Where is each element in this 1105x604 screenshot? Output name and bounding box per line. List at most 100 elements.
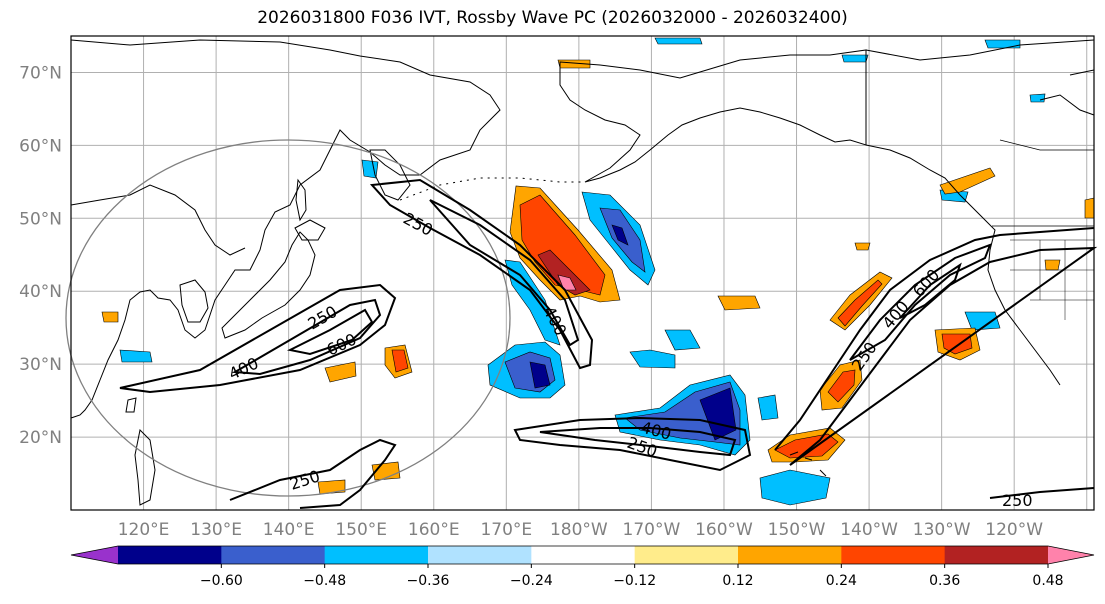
positive-anomaly-max — [537, 249, 591, 296]
negative-anomaly-central-peak — [529, 361, 551, 389]
latitude-label: 20°N — [19, 428, 62, 448]
colorbar-extend-min — [71, 546, 118, 564]
latitude-label: 60°N — [19, 136, 62, 156]
negative-anomaly-small-4 — [119, 349, 153, 363]
negative-anomaly-small-6 — [964, 311, 1001, 331]
coastline-hokkaido — [294, 219, 326, 241]
border-us-canada — [992, 139, 1094, 227]
negative-anomaly-small-2 — [664, 329, 701, 351]
ivt-contour-250-east — [774, 227, 1098, 466]
colorbar-tick-label: 0.48 — [1032, 573, 1063, 589]
latitude-label: 30°N — [19, 355, 62, 375]
colorbar: −0.60 −0.48 −0.36 −0.24 −0.12 0.12 0.24 0.36 0.4… — [70, 545, 1095, 589]
coastline-japan — [221, 231, 316, 339]
colorbar-segment — [428, 546, 532, 564]
ivt-label: 250 — [1002, 491, 1033, 510]
border-us-states — [1010, 239, 1094, 320]
ivt-contours — [119, 178, 1098, 509]
positive-anomaly-southeast-core — [827, 369, 856, 403]
colorbar-outline — [70, 545, 1095, 565]
coastline-hudson — [1039, 69, 1095, 116]
positive-anomaly-small-7 — [1044, 259, 1061, 271]
colorbar-segment — [531, 546, 636, 564]
longitude-labels: 120°E 130°E 140°E 150°E 160°E 170°E 180°W 170°W… — [118, 520, 1044, 540]
longitude-label: 120°W — [985, 520, 1043, 540]
latitude-label: 70°N — [19, 63, 62, 83]
latitude-label: 50°N — [19, 209, 62, 229]
longitude-label: 140°E — [263, 520, 315, 540]
ivt-contour-250-west — [119, 283, 397, 394]
latitude-label: 40°N — [19, 282, 62, 302]
ivt-contour-400-west — [231, 298, 382, 376]
longitude-label: 120°E — [118, 520, 170, 540]
colorbar-segment — [221, 546, 326, 564]
longitude-label: 160°W — [695, 520, 753, 540]
ivt-contour-250-south — [513, 416, 752, 472]
ivt-contour-400-south — [539, 427, 737, 457]
ivt-contour-250-jet — [369, 178, 594, 370]
colorbar-segment — [118, 546, 222, 564]
ivt-contour-400-east — [849, 243, 992, 361]
longitude-label: 170°E — [480, 520, 532, 540]
positive-anomaly-core — [519, 194, 606, 296]
positive-anomaly-small-3 — [317, 479, 346, 495]
coastline-taiwan — [125, 397, 137, 413]
ivt-contour-250-se-corner — [989, 487, 1095, 499]
ivt-contour-600-east — [899, 262, 962, 319]
colorbar-tick-label: 0.12 — [722, 573, 753, 589]
coastline-china-inland — [70, 184, 246, 256]
longitude-label: 140°W — [840, 520, 898, 540]
coastline-kamchatka — [369, 149, 411, 201]
colorbar-segment — [738, 546, 842, 564]
positive-anomaly-baja-core — [941, 333, 973, 355]
positive-anomaly-east-band-core — [837, 279, 883, 327]
longitude-label: 170°W — [623, 520, 681, 540]
colorbar-tick-label: −0.60 — [200, 573, 243, 589]
longitude-label: 180°W — [550, 520, 608, 540]
longitude-label: 130°W — [913, 520, 971, 540]
colorbar-segment — [324, 546, 429, 564]
ivt-contour-labels: 250 250 400 600 400 250 400 250 400 600 … — [226, 209, 1033, 510]
longitude-label: 150°W — [768, 520, 826, 540]
negative-anomaly-small-8 — [654, 37, 703, 45]
positive-anomaly-small-4 — [101, 311, 119, 323]
colorbar-tick-label: 0.36 — [929, 573, 960, 589]
positive-anomaly-small-1 — [324, 361, 357, 383]
rossby-wave-circle — [65, 139, 511, 497]
colorbar-tick-label: −0.36 — [407, 573, 450, 589]
map-title: 2026031800 F036 IVT, Rossby Wave PC (202… — [257, 8, 848, 28]
colorbar-tick-label: −0.12 — [613, 573, 656, 589]
colorbar-segment — [841, 546, 946, 564]
negative-anomaly-small-9 — [984, 39, 1021, 49]
coastline-philippines — [134, 428, 156, 506]
negative-anomaly-small-3 — [757, 394, 779, 421]
negative-anomaly-north-peak — [611, 224, 629, 246]
hawaii-islands — [789, 451, 827, 477]
positive-anomaly-mid-1 — [717, 295, 761, 311]
negative-anomaly-small-10 — [841, 54, 869, 63]
colorbar-segment — [634, 546, 739, 564]
positive-anomaly-mid-2-core — [391, 349, 409, 373]
coastline-north-america — [865, 39, 1095, 386]
positive-anomaly-small-8 — [854, 242, 871, 251]
negative-anomaly-southeast — [759, 469, 831, 506]
map-border — [70, 35, 1095, 511]
positive-anomaly-hawaii-core — [774, 433, 839, 459]
coastline-sakhalin — [295, 178, 307, 222]
negative-anomaly-small-1 — [629, 349, 676, 369]
latitude-labels: 20°N 30°N 40°N 50°N 60°N 70°N — [19, 63, 62, 448]
colorbar-tick-label: −0.48 — [303, 573, 346, 589]
colorbar-tick-label: 0.24 — [826, 573, 857, 589]
colorbar-tick-label: −0.24 — [510, 573, 553, 589]
longitude-label: 130°E — [190, 520, 242, 540]
coastline-asia — [70, 39, 501, 419]
longitude-label: 160°E — [408, 520, 460, 540]
ivt-contour-600-west — [286, 308, 374, 356]
longitude-label: 150°E — [335, 520, 387, 540]
colorbar-extend-max — [1048, 546, 1094, 564]
negative-anomaly-small-11 — [1029, 93, 1046, 103]
positive-anomaly-small-6 — [1084, 197, 1095, 219]
ivt-contour-250-southwest — [229, 438, 397, 509]
colorbar-segment — [944, 546, 1049, 564]
